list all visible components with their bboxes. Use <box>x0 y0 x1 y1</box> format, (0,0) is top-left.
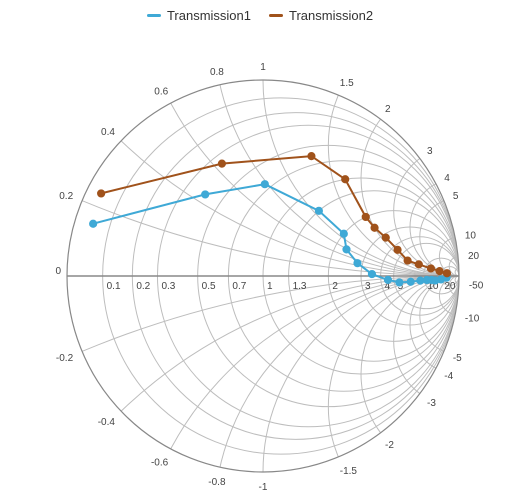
reactance-label: -50 <box>469 280 484 291</box>
series-point <box>435 267 444 276</box>
reactance-arc--0.8 <box>213 275 459 472</box>
series-point <box>341 175 350 184</box>
reactance-arc-0.6 <box>131 80 459 277</box>
series-point <box>406 277 415 286</box>
series-point <box>339 229 348 238</box>
series-line <box>100 155 448 275</box>
reactance-label: 1.5 <box>340 78 354 89</box>
series-point <box>361 212 370 222</box>
resistance-label: 10 <box>427 281 439 292</box>
resistance-label: 20 <box>444 281 456 292</box>
reactance-label: -10 <box>465 314 480 325</box>
series-point <box>314 206 323 215</box>
series-point <box>414 260 423 269</box>
series-point <box>403 256 412 265</box>
legend-item-transmission2[interactable]: Transmission2 <box>269 8 373 23</box>
reactance-label: -0.4 <box>98 417 116 428</box>
reactance-label: 4 <box>444 173 450 184</box>
series-line <box>92 183 447 284</box>
reactance-label: 0.8 <box>210 67 224 78</box>
reactance-label: -0.6 <box>151 457 169 468</box>
series-point <box>442 269 452 278</box>
legend-item-transmission1[interactable]: Transmission1 <box>146 7 251 23</box>
series-point <box>393 245 402 254</box>
reactance-label: 0.6 <box>154 87 168 98</box>
reactance-arc--2 <box>360 275 459 472</box>
series-point <box>426 264 435 273</box>
resistance-label: 0.1 <box>107 281 121 292</box>
series-point <box>260 180 269 189</box>
resistance-label: 2 <box>332 281 338 292</box>
series-point <box>307 151 316 161</box>
series-point <box>381 233 390 242</box>
reactance-label: 0.4 <box>101 127 115 138</box>
reactance-label: -1.5 <box>340 466 358 477</box>
reactance-label: -5 <box>453 353 462 364</box>
legend: Transmission1 Transmission2 <box>0 4 520 26</box>
smith-tick-labels: 00.1 0.2 0.3 0.5 0.7 1 1.3 2 3 4 5 10 200.20.40.60.8… <box>55 62 483 493</box>
reactance-label: -0.2 <box>56 353 74 364</box>
resistance-label: 0.3 <box>161 281 175 292</box>
reactance-arc--1 <box>262 275 459 472</box>
reactance-arc--20 <box>448 275 459 297</box>
reactance-label: 10 <box>465 230 477 241</box>
reactance-label: -2 <box>385 440 394 451</box>
series-point <box>367 269 377 279</box>
reactance-label: -4 <box>444 371 453 382</box>
reactance-label: -0.8 <box>208 477 226 488</box>
series-layer <box>89 151 452 287</box>
reactance-label: 3 <box>427 146 433 157</box>
reactance-label: 20 <box>468 251 480 262</box>
reactance-arc-2 <box>360 80 459 277</box>
resistance-label: 1 <box>267 281 273 292</box>
resistance-label: 0 <box>55 266 61 277</box>
legend-label-transmission1: Transmission1 <box>166 7 251 23</box>
reactance-label: -3 <box>427 398 436 409</box>
legend-swatch-transmission2 <box>269 13 283 17</box>
resistance-label: 3 <box>365 281 371 292</box>
reactance-arc-4 <box>409 177 459 277</box>
resistance-label: 1.3 <box>293 281 307 292</box>
reactance-label: 5 <box>453 191 459 202</box>
series-point <box>353 259 362 268</box>
reactance-arc-1 <box>262 80 459 277</box>
series-point <box>370 223 379 232</box>
series-point <box>89 219 98 228</box>
series-point <box>342 245 351 254</box>
resistance-label: 5 <box>398 281 404 292</box>
reactance-label: 1 <box>260 62 266 73</box>
series-point <box>97 189 106 198</box>
resistance-label: 4 <box>385 281 391 292</box>
series-point <box>201 190 210 199</box>
resistance-label: 0.2 <box>136 281 150 292</box>
series-point <box>395 278 404 287</box>
reactance-arc-0.4 <box>67 80 459 277</box>
legend-label-transmission2: Transmission2 <box>289 7 374 23</box>
resistance-label: 0.5 <box>202 281 216 292</box>
reactance-arc-20 <box>448 255 459 277</box>
series-point <box>383 275 393 284</box>
reactance-label: 2 <box>385 104 391 115</box>
legend-swatch-transmission1 <box>146 13 161 17</box>
resistance-label: 0.7 <box>232 281 246 292</box>
reactance-arc-0.2 <box>67 80 459 277</box>
reactance-label: -1 <box>259 482 268 493</box>
reactance-arc--4 <box>409 275 459 375</box>
series-point <box>217 159 227 168</box>
series-transmission2 <box>97 151 452 278</box>
reactance-label: 0.2 <box>59 191 73 202</box>
